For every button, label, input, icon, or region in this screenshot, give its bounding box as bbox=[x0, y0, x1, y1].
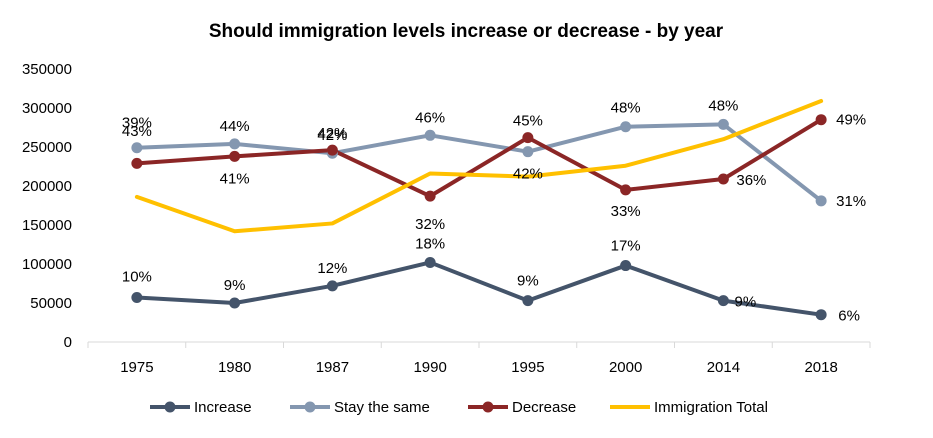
legend-item: Decrease bbox=[468, 399, 576, 416]
legend-marker bbox=[304, 401, 316, 413]
data-point bbox=[620, 121, 632, 133]
data-point bbox=[620, 260, 632, 272]
x-tick-label: 1980 bbox=[218, 359, 251, 376]
x-tick-label: 1975 bbox=[120, 359, 153, 376]
legend-item: Increase bbox=[150, 399, 252, 416]
data-label: 32% bbox=[415, 216, 445, 233]
y-tick-label: 100000 bbox=[22, 256, 72, 273]
data-label: 18% bbox=[415, 235, 445, 252]
data-label: 45% bbox=[513, 113, 543, 130]
data-point bbox=[522, 146, 534, 158]
data-label: 48% bbox=[611, 100, 641, 117]
data-point bbox=[229, 150, 241, 162]
data-label: 9% bbox=[224, 277, 246, 294]
data-label: 42% bbox=[513, 166, 543, 183]
x-tick-label: 2000 bbox=[609, 359, 642, 376]
legend-marker bbox=[482, 401, 494, 413]
data-label: 42% bbox=[317, 125, 347, 142]
x-tick-label: 1990 bbox=[413, 359, 446, 376]
data-point bbox=[326, 280, 338, 292]
data-label: 49% bbox=[836, 112, 866, 129]
data-point bbox=[522, 295, 534, 307]
y-tick-label: 200000 bbox=[22, 178, 72, 195]
data-label: 17% bbox=[611, 238, 641, 255]
data-label: 42% bbox=[317, 127, 347, 144]
y-tick-label: 0 bbox=[64, 334, 72, 351]
y-tick-label: 150000 bbox=[22, 217, 72, 234]
series-line-increase bbox=[134, 260, 824, 317]
data-point bbox=[815, 195, 827, 207]
data-point bbox=[424, 129, 436, 141]
data-point bbox=[717, 173, 729, 185]
y-tick-label: 300000 bbox=[22, 100, 72, 117]
chart-axes: 1975 1980 1987 1990 1995 2000 2014 2018 0 50000 10… bbox=[22, 61, 871, 376]
data-label: 31% bbox=[836, 193, 866, 210]
data-point bbox=[229, 297, 241, 309]
legend-label: Immigration Total bbox=[654, 399, 768, 416]
data-label: 10% bbox=[122, 269, 152, 286]
legend-marker bbox=[164, 401, 176, 413]
data-point bbox=[326, 144, 338, 156]
data-point bbox=[424, 190, 436, 202]
data-point bbox=[229, 138, 241, 150]
series-line-immigration-total bbox=[134, 98, 824, 234]
legend: Increase Stay the same Decrease Immigration… bbox=[150, 399, 768, 416]
data-point bbox=[424, 256, 436, 268]
series-line-decrease bbox=[134, 117, 824, 199]
data-point bbox=[131, 292, 143, 304]
x-tick-label: 2018 bbox=[804, 359, 837, 376]
data-label: 9% bbox=[735, 294, 757, 311]
data-label: 39% bbox=[122, 114, 152, 131]
series-markers bbox=[131, 114, 827, 321]
legend-item: Stay the same bbox=[290, 399, 430, 416]
data-point bbox=[815, 114, 827, 126]
legend-label: Decrease bbox=[512, 399, 576, 416]
series-line-stay-the-same bbox=[134, 122, 824, 203]
data-point bbox=[131, 157, 143, 169]
data-point bbox=[620, 184, 632, 196]
data-label: 48% bbox=[708, 97, 738, 114]
data-label: 6% bbox=[838, 308, 860, 325]
data-label: 41% bbox=[220, 170, 250, 187]
legend-label: Stay the same bbox=[334, 399, 430, 416]
data-point bbox=[717, 118, 729, 130]
x-tick-label: 2014 bbox=[707, 359, 740, 376]
x-tick-label: 1987 bbox=[316, 359, 349, 376]
data-label: 33% bbox=[611, 203, 641, 220]
data-point bbox=[815, 309, 827, 321]
chart-title: Should immigration levels increase or de… bbox=[209, 21, 724, 42]
data-label: 46% bbox=[415, 109, 445, 126]
legend-label: Increase bbox=[194, 399, 252, 416]
data-label: 9% bbox=[517, 273, 539, 290]
data-point bbox=[717, 295, 729, 307]
y-tick-label: 250000 bbox=[22, 139, 72, 156]
series-lines bbox=[134, 98, 824, 317]
data-labels: 10% 9% 12% 18% 9% 17% 9% 6% 43% 44% 42% 46% 42% 48% 48… bbox=[122, 97, 866, 324]
x-tick-label: 1995 bbox=[511, 359, 544, 376]
data-point bbox=[522, 132, 534, 144]
y-tick-label: 50000 bbox=[30, 295, 72, 312]
data-label: 36% bbox=[736, 172, 766, 189]
data-label: 43% bbox=[122, 123, 152, 140]
data-label: 12% bbox=[317, 260, 347, 277]
data-point bbox=[131, 142, 143, 154]
data-label: 44% bbox=[220, 118, 250, 135]
legend-item: Immigration Total bbox=[610, 399, 768, 416]
y-tick-label: 350000 bbox=[22, 61, 72, 78]
